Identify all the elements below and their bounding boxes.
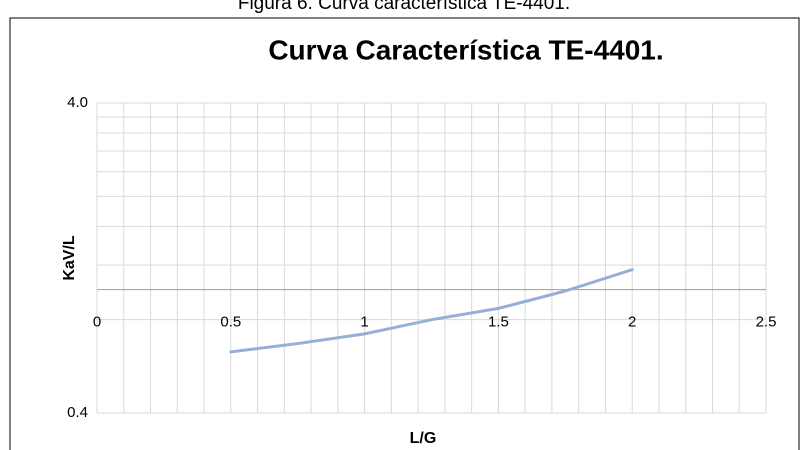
- x-tick-label: 1: [360, 314, 368, 331]
- data-line: [229, 268, 634, 354]
- y-tick-label: 0.4: [67, 404, 88, 421]
- chart-frame: [9, 17, 800, 450]
- x-tick-label: 1.5: [488, 314, 509, 331]
- x-tick-label: 2: [628, 314, 636, 331]
- x-tick-label: 0.5: [220, 314, 241, 331]
- y-axis-label: KaV/L: [61, 235, 78, 281]
- x-axis-label: L/G: [410, 430, 437, 447]
- y-tick-label: 4.0: [67, 94, 88, 111]
- x-tick-label: 2.5: [756, 314, 777, 331]
- chart-title: Curva Característica TE-4401.: [268, 34, 663, 65]
- figure-caption: Figura 6. Curva característica TE-4401.: [238, 0, 570, 14]
- x-tick-label: 0: [93, 314, 101, 331]
